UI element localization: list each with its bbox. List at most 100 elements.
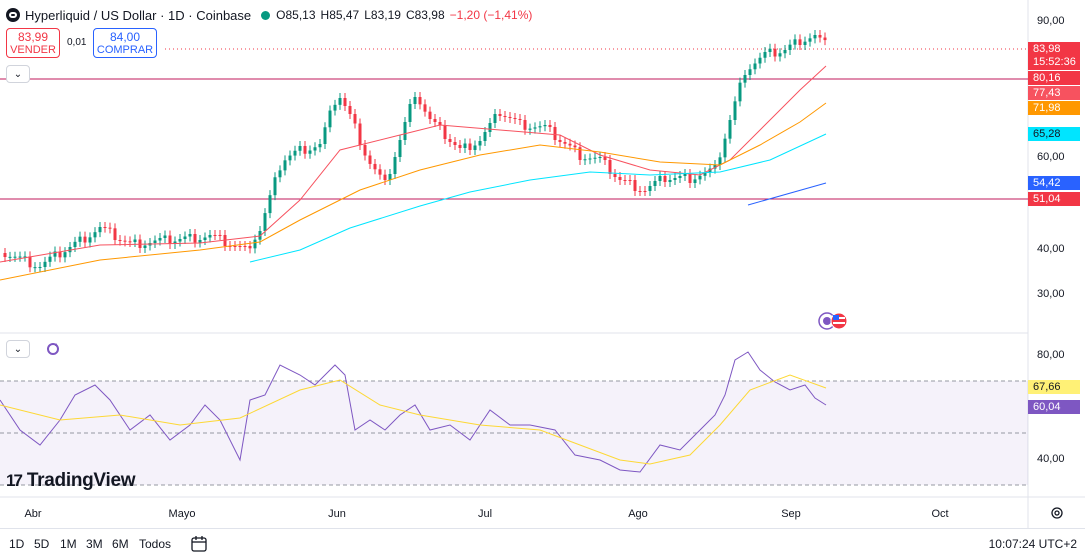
- flag-icons[interactable]: [818, 312, 852, 330]
- trendline: [747, 182, 827, 206]
- candle-body: [413, 97, 417, 104]
- settings-gear-icon[interactable]: [1050, 506, 1064, 520]
- price-tick: 90,00: [1037, 15, 1065, 27]
- sma-fast-label: 80,16: [1028, 71, 1080, 85]
- collapse-indicator-button[interactable]: ⌄: [6, 340, 30, 358]
- candle-body: [58, 251, 62, 258]
- sell-label: VENDER: [10, 44, 56, 56]
- candle-body: [673, 178, 677, 180]
- candle-body: [213, 235, 217, 236]
- sell-price: 83,99: [17, 30, 49, 44]
- hyperliquid-logo-icon: [6, 8, 20, 22]
- range-5d-button[interactable]: 5D: [34, 537, 50, 551]
- candle-body: [93, 232, 97, 238]
- candle-body: [428, 111, 432, 119]
- buy-price: 84,00: [109, 30, 141, 44]
- candle-body: [28, 256, 32, 268]
- rsi-line: [0, 351, 827, 473]
- candle-body: [528, 128, 532, 130]
- time-tick: Oct: [931, 508, 949, 520]
- candle-body: [253, 239, 257, 249]
- candle-body: [163, 235, 167, 238]
- candle-body: [168, 235, 172, 244]
- candle-body: [273, 177, 277, 196]
- range-1m-button[interactable]: 1M: [60, 537, 77, 551]
- candle-body: [43, 261, 47, 267]
- candle-body: [23, 256, 27, 258]
- candle-body: [158, 238, 162, 241]
- candle-body: [818, 35, 822, 38]
- candle-body: [233, 246, 237, 247]
- time-tick: Sep: [781, 508, 801, 520]
- candle-body: [563, 142, 567, 144]
- symbol-title[interactable]: Hyperliquid / US Dollar · 1D · Coinbase: [25, 7, 252, 23]
- time-tick: Jun: [328, 508, 346, 520]
- candle-body: [303, 146, 307, 154]
- price-tick: 40,00: [1037, 243, 1065, 255]
- candle-body: [443, 125, 447, 139]
- chevron-down-icon: ⌄: [13, 343, 23, 355]
- clock[interactable]: 10:07:24 UTC+2: [988, 537, 1077, 551]
- chart-legend: Hyperliquid / US Dollar · 1D · Coinbase …: [6, 6, 537, 24]
- range-1d-button[interactable]: 1D: [9, 537, 25, 551]
- candle-body: [523, 120, 527, 130]
- candle-body: [688, 174, 692, 183]
- candle-body: [278, 170, 282, 178]
- candle-body: [308, 150, 312, 154]
- candle-body: [108, 227, 112, 229]
- sma-fast2-label: 77,43: [1028, 86, 1080, 100]
- candle-body: [368, 155, 372, 164]
- rsi-tick: 80,00: [1037, 349, 1065, 361]
- candle-body: [793, 39, 797, 45]
- candle-body: [83, 236, 87, 243]
- candle-body: [748, 69, 752, 75]
- candle-body: [178, 239, 182, 242]
- candle-body: [543, 125, 547, 127]
- candle-body: [583, 159, 587, 161]
- candle-body: [478, 141, 482, 146]
- candle-body: [618, 177, 622, 180]
- candle-body: [703, 172, 707, 176]
- candle-body: [533, 127, 537, 129]
- candle-body: [768, 48, 772, 52]
- candle-body: [73, 241, 77, 247]
- candle-body: [203, 237, 207, 240]
- range-6m-button[interactable]: 6M: [112, 537, 129, 551]
- buy-label: COMPRAR: [96, 44, 154, 56]
- candle-body: [568, 143, 572, 146]
- candle-body: [553, 127, 557, 140]
- candle-body: [743, 75, 747, 83]
- candle-body: [548, 125, 552, 127]
- buy-button[interactable]: 84,00 COMPRAR: [93, 28, 157, 58]
- candle-body: [433, 119, 437, 122]
- candle-body: [373, 163, 377, 170]
- rsi-ma-line: [0, 374, 827, 465]
- candle-body: [503, 116, 507, 117]
- sell-button[interactable]: 83,99 VENDER: [6, 28, 60, 58]
- candle-body: [358, 123, 362, 145]
- market-status-icon: [261, 10, 271, 20]
- trendline-label: 54,42: [1028, 176, 1080, 190]
- candle-body: [513, 118, 517, 119]
- range-3m-button[interactable]: 3M: [86, 537, 103, 551]
- candle-body: [613, 174, 617, 177]
- price-tick: 30,00: [1037, 288, 1065, 300]
- candle-body: [248, 246, 252, 249]
- candle-body: [653, 181, 657, 186]
- collapse-legend-button[interactable]: ⌄: [6, 65, 30, 83]
- sma-slow-label: 65,28: [1028, 127, 1080, 141]
- candle-body: [343, 98, 347, 106]
- range-all-button[interactable]: Todos: [139, 537, 172, 551]
- candle-body: [473, 145, 477, 150]
- candle-body: [603, 157, 607, 160]
- candle-body: [133, 239, 137, 242]
- candle-body: [588, 158, 592, 160]
- tradingview-watermark[interactable]: 17 TradingView: [6, 470, 136, 492]
- candle-body: [448, 139, 452, 142]
- candle-body: [628, 180, 632, 181]
- candle-body: [33, 267, 37, 269]
- calendar-icon[interactable]: [190, 535, 208, 553]
- refresh-icon[interactable]: [44, 340, 62, 358]
- candle-body: [733, 101, 737, 120]
